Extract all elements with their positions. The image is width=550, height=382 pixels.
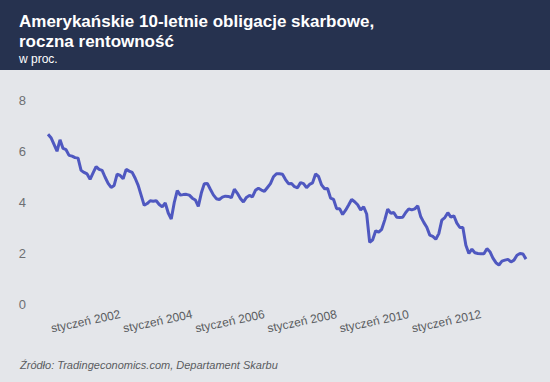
svg-text:w proc.: w proc. bbox=[18, 52, 58, 66]
svg-text:styczeń 2010: styczeń 2010 bbox=[338, 307, 410, 335]
svg-text:8: 8 bbox=[19, 93, 26, 108]
svg-text:styczeń 2006: styczeń 2006 bbox=[194, 307, 266, 335]
svg-text:6: 6 bbox=[19, 144, 26, 159]
svg-text:styczeń 2008: styczeń 2008 bbox=[266, 307, 338, 335]
svg-text:Amerykańskie 10-letnie obligac: Amerykańskie 10-letnie obligacje skarbow… bbox=[19, 12, 379, 31]
svg-text:2: 2 bbox=[19, 246, 26, 261]
svg-text:Źródło: Tradingeconomics.com,: Źródło: Tradingeconomics.com, Departamen… bbox=[19, 359, 278, 371]
svg-text:styczeń 2004: styczeń 2004 bbox=[122, 307, 194, 335]
svg-text:4: 4 bbox=[19, 195, 26, 210]
svg-text:roczna rentowność: roczna rentowność bbox=[19, 32, 174, 51]
svg-text:styczeń 2012: styczeń 2012 bbox=[410, 307, 482, 335]
svg-text:styczeń 2002: styczeń 2002 bbox=[50, 307, 122, 335]
svg-text:0: 0 bbox=[19, 297, 26, 312]
